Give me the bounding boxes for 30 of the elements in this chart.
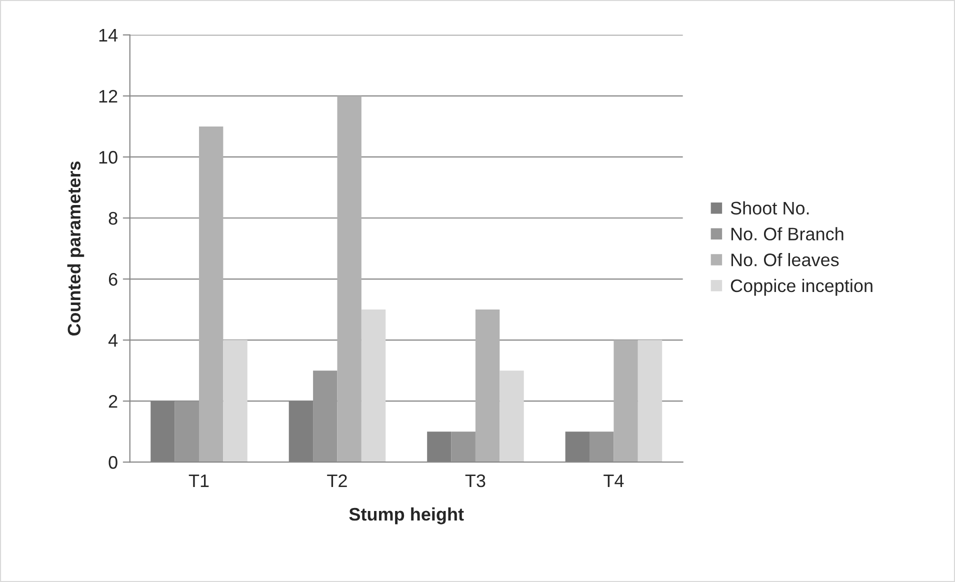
bar [614, 340, 638, 462]
bar [199, 126, 224, 462]
bar [337, 96, 362, 462]
y-axis-title: Counted parameters [67, 161, 84, 336]
y-tick-label: 0 [108, 456, 118, 469]
bar [638, 340, 662, 462]
y-tick-label: 2 [108, 395, 118, 408]
bar [500, 370, 524, 462]
y-tick-label: 10 [99, 150, 118, 164]
bar [313, 370, 338, 462]
y-tick-label: 4 [108, 334, 118, 347]
legend-label: No. Of leaves [731, 253, 839, 266]
y-tick-label: 6 [108, 272, 118, 286]
legend-label: Shoot No. [730, 201, 809, 215]
legend-label: No. Of Branch [731, 227, 844, 240]
x-tick-label: T2 [327, 474, 347, 487]
y-tick-label: 8 [108, 212, 118, 225]
bar [174, 401, 199, 462]
x-axis-title: Stump height [349, 507, 464, 524]
bar [223, 340, 248, 462]
legend-label: Coppice inception [730, 278, 872, 296]
bar [475, 310, 500, 462]
bar [451, 432, 476, 462]
x-tick-label: T1 [188, 474, 209, 487]
bar [361, 310, 386, 462]
x-tick-label: T3 [465, 474, 486, 488]
bar [590, 432, 614, 462]
x-tick-label: T4 [604, 474, 624, 487]
y-tick-label: 14 [99, 29, 118, 42]
y-tick-label: 12 [99, 90, 118, 102]
